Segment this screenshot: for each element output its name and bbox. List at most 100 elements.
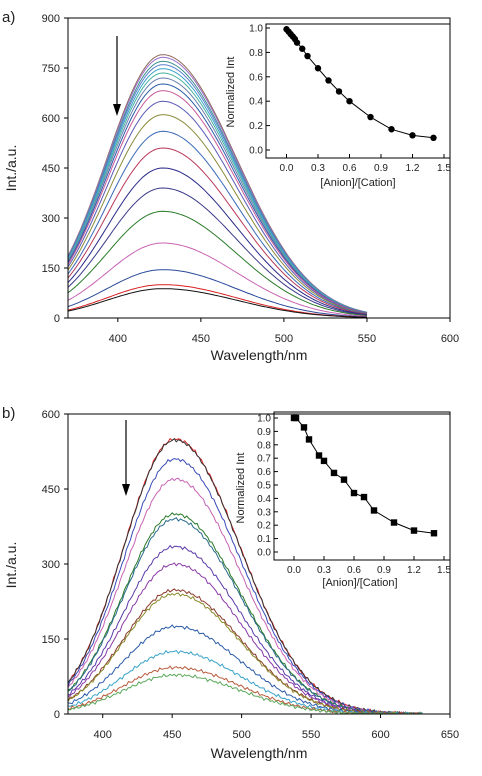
panel-label-b: b) bbox=[2, 405, 15, 422]
panel-a: a) 400 450 500 550 600 0 150 300 450 600 750 900 W… bbox=[2, 9, 459, 363]
inset-x-tick-label: 0.6 bbox=[347, 565, 361, 576]
y-axis-label-b: Int./a.u. bbox=[3, 542, 19, 589]
y-axis-label-a: Int./a.u. bbox=[3, 145, 19, 192]
spectrum-line bbox=[67, 90, 368, 314]
inset-x-tick-label: 0.9 bbox=[377, 565, 391, 576]
main-series-group-b bbox=[67, 437, 423, 715]
y-tick-label: 300 bbox=[42, 559, 60, 571]
inset-y-tick-label: 0.2 bbox=[257, 521, 271, 532]
spectrum-line bbox=[67, 269, 368, 318]
inset-y-tick-label: 0.8 bbox=[257, 440, 271, 451]
inset-data-point bbox=[304, 52, 311, 60]
inset-y-axis-b: 0.0 0.1 0.2 0.3 0.4 0.5 0.6 0.7 0.8 0.9 1.0 bbox=[257, 414, 278, 559]
inset-y-label-a: Normalized Int bbox=[225, 57, 237, 128]
y-tick-label: 600 bbox=[42, 409, 60, 421]
inset-y-label-b: Normalized Int bbox=[235, 453, 247, 524]
x-axis-label-a: Wavelength/nm bbox=[211, 347, 308, 363]
x-tick-label: 500 bbox=[275, 333, 293, 345]
inset-x-tick-label: 1.2 bbox=[406, 163, 420, 174]
y-axis-a: 0 150 300 450 600 750 900 bbox=[42, 13, 68, 325]
inset-fit-line bbox=[294, 417, 435, 534]
spectrum-line bbox=[67, 83, 368, 314]
inset-data-point bbox=[315, 452, 323, 459]
y-tick-label: 600 bbox=[42, 113, 60, 125]
spectrum-line bbox=[67, 673, 423, 715]
spectrum-line bbox=[67, 130, 368, 315]
spectrum-line bbox=[67, 242, 368, 317]
inset-y-tick-label: 0.6 bbox=[249, 72, 263, 83]
inset-y-tick-label: 0.3 bbox=[257, 507, 271, 518]
inset-frame-b bbox=[273, 411, 451, 561]
inset-data-point bbox=[300, 424, 308, 431]
spectrum-line bbox=[67, 512, 423, 715]
inset-x-tick-label: 1.5 bbox=[437, 163, 451, 174]
inset-fit-line bbox=[286, 28, 434, 139]
inset-data-point bbox=[314, 65, 322, 72]
inset-data-point bbox=[430, 530, 438, 537]
inset-x-axis-a: 0.0 0.3 0.6 0.9 1.2 1.5 bbox=[280, 154, 451, 174]
spectrum-line bbox=[67, 100, 368, 314]
inset-data-point bbox=[292, 414, 300, 422]
inset-y-tick-label: 0.8 bbox=[249, 48, 263, 59]
y-tick-label: 450 bbox=[42, 163, 60, 175]
x-tick-label: 400 bbox=[94, 729, 112, 741]
inset-y-tick-label: 1.0 bbox=[249, 24, 263, 35]
inset-y-tick-label: 0.5 bbox=[257, 481, 271, 492]
inset-y-tick-label: 0.9 bbox=[257, 427, 271, 438]
x-tick-label: 500 bbox=[232, 729, 250, 741]
inset-b: 0.0 0.3 0.6 0.9 1.2 1.5 0.0 0.1 0.2 0.3 0.4 0.5 0.6… bbox=[235, 411, 451, 589]
inset-y-tick-label: 0.4 bbox=[257, 494, 271, 505]
inset-y-tick-label: 0.4 bbox=[249, 97, 263, 108]
inset-y-tick-label: 0.0 bbox=[257, 548, 271, 559]
x-tick-label: 400 bbox=[109, 333, 127, 345]
spectrum-line bbox=[67, 114, 368, 315]
inset-data-point bbox=[335, 88, 343, 95]
inset-y-tick-label: 0.2 bbox=[249, 121, 263, 132]
inset-data-point bbox=[320, 457, 328, 465]
spectrum-line bbox=[67, 649, 423, 715]
spectrum-line bbox=[67, 167, 368, 316]
inset-x-label-a: [Anion]/[Cation] bbox=[320, 177, 395, 189]
y-tick-label: 150 bbox=[42, 634, 60, 646]
spectrum-line bbox=[67, 210, 368, 317]
inset-y-tick-label: 0.6 bbox=[257, 467, 271, 478]
inset-x-tick-label: 0.0 bbox=[287, 565, 301, 576]
y-axis-b: 0 150 300 450 600 bbox=[42, 409, 68, 721]
y-tick-label: 300 bbox=[42, 213, 60, 225]
inset-data-point bbox=[388, 126, 395, 133]
y-tick-label: 900 bbox=[42, 13, 60, 25]
inset-x-tick-label: 1.2 bbox=[407, 565, 421, 576]
inset-x-tick-label: 1.5 bbox=[437, 565, 451, 576]
inset-data-point bbox=[409, 132, 416, 139]
inset-data-point bbox=[370, 507, 378, 514]
x-tick-label: 600 bbox=[371, 729, 389, 741]
spectrum-line bbox=[67, 665, 423, 715]
inset-x-tick-label: 0.0 bbox=[280, 163, 294, 174]
spectrum-line bbox=[67, 562, 423, 715]
inset-x-tick-label: 0.6 bbox=[343, 163, 357, 174]
inset-data-point bbox=[299, 45, 306, 52]
panel-label-a: a) bbox=[2, 9, 15, 26]
inset-frame-a bbox=[265, 23, 451, 159]
down-arrow-b bbox=[122, 420, 130, 496]
inset-y-axis-a: 0.0 0.2 0.4 0.6 0.8 1.0 bbox=[249, 24, 270, 157]
inset-fit-line-b bbox=[294, 417, 435, 534]
inset-data-point bbox=[430, 134, 437, 141]
inset-y-tick-label: 1.0 bbox=[257, 414, 271, 425]
x-tick-label: 450 bbox=[163, 729, 181, 741]
y-tick-label: 0 bbox=[54, 709, 60, 721]
inset-data-point bbox=[330, 469, 338, 477]
x-tick-label: 550 bbox=[358, 333, 376, 345]
spectrum-line bbox=[67, 288, 368, 318]
inset-data-point bbox=[346, 98, 353, 105]
x-tick-label: 600 bbox=[441, 333, 459, 345]
panel-b: b) 400 450 500 550 600 650 0 150 300 450 600 Wave… bbox=[2, 405, 459, 761]
inset-x-axis-b: 0.0 0.3 0.6 0.9 1.2 1.5 bbox=[287, 556, 451, 576]
spectrum-line bbox=[67, 477, 423, 715]
y-tick-label: 450 bbox=[42, 484, 60, 496]
spectrum-line bbox=[67, 187, 368, 316]
inset-fit-line-a bbox=[286, 28, 434, 139]
x-tick-label: 650 bbox=[441, 729, 459, 741]
inset-data-point bbox=[293, 39, 301, 46]
x-tick-label: 550 bbox=[302, 729, 320, 741]
